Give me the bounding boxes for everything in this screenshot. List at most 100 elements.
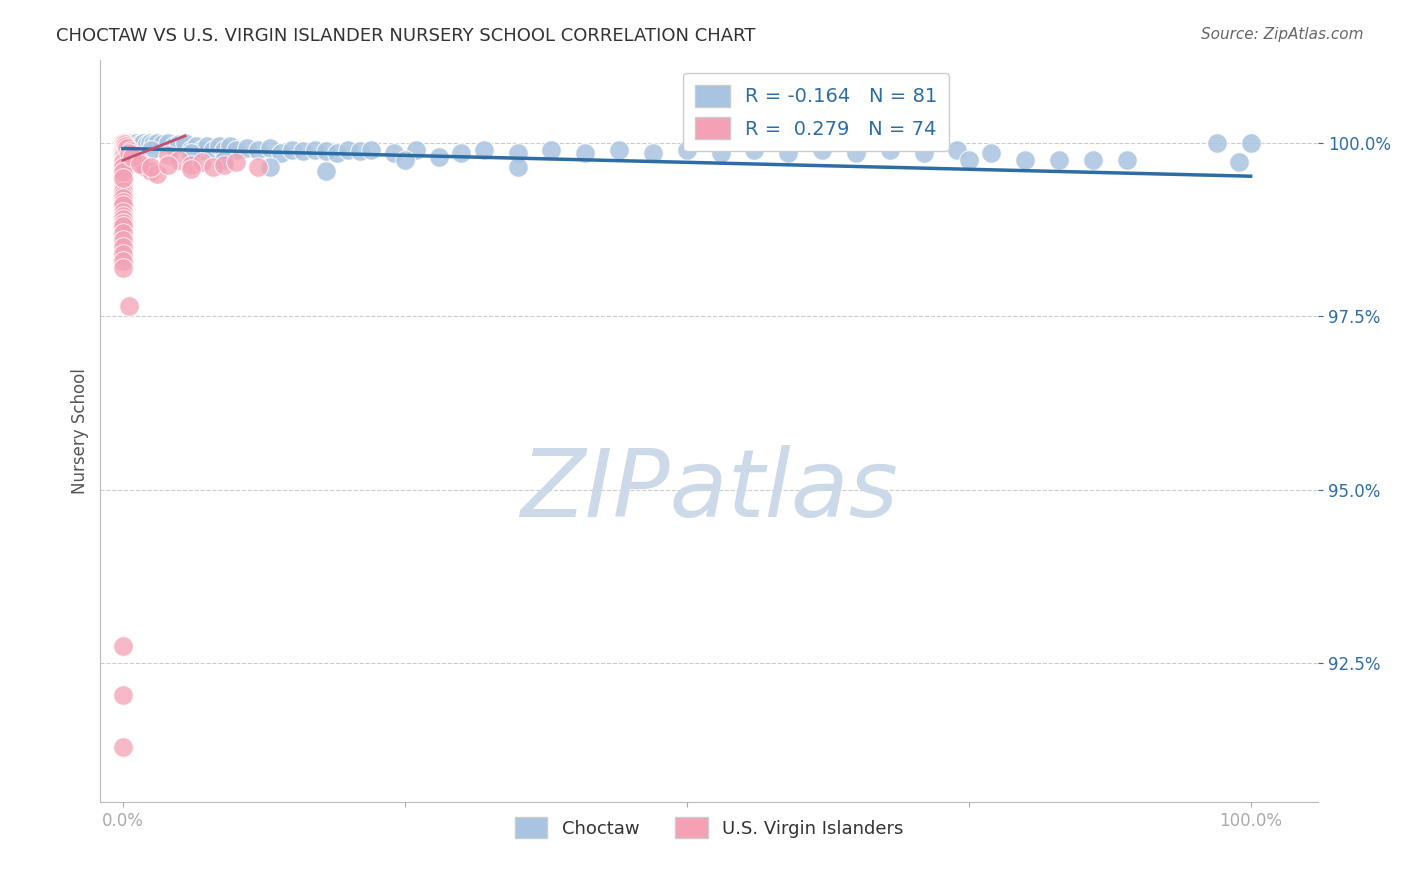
Point [139,160,162,174]
Point [163,139,186,153]
Point [111,188,134,202]
Point [128,137,150,152]
Point [115,136,138,150]
Point [214,153,236,168]
Point [125,153,148,168]
Point [574,146,596,161]
Point [259,160,281,174]
Point [219,139,242,153]
Point [337,143,360,157]
Point [111,155,134,169]
Point [225,143,247,157]
Point [540,143,562,157]
Text: ZIPatlas: ZIPatlas [520,445,898,536]
Point [111,260,134,275]
Point [156,136,179,150]
Point [111,136,134,150]
Point [111,153,134,168]
Point [111,138,134,153]
Point [180,146,202,161]
Point [121,147,143,161]
Point [121,150,143,164]
Point [111,145,134,159]
Point [281,143,304,157]
Point [125,136,148,150]
Point [315,163,337,178]
Point [912,146,935,161]
Point [111,160,134,174]
Point [111,233,134,247]
Y-axis label: Nursery School: Nursery School [72,368,89,494]
Point [845,146,868,161]
Point [111,150,134,164]
Point [641,146,664,161]
Point [270,146,292,161]
Point [382,146,405,161]
Point [117,141,139,155]
Point [132,136,155,150]
Point [111,688,134,702]
Point [111,216,134,230]
Point [111,198,134,212]
Point [111,143,134,157]
Point [236,141,259,155]
Point [111,170,134,185]
Point [111,163,134,178]
Point [111,143,134,157]
Point [191,155,214,169]
Point [156,148,179,162]
Point [174,136,197,150]
Point [675,143,697,157]
Point [259,141,281,155]
Point [111,178,134,192]
Point [111,136,134,150]
Point [111,181,134,195]
Point [394,153,416,168]
Point [132,158,155,172]
Point [111,146,134,161]
Point [111,174,134,188]
Point [111,212,134,227]
Point [122,137,145,152]
Point [946,143,969,157]
Point [111,167,134,181]
Point [111,150,134,164]
Point [111,137,134,152]
Point [111,205,134,219]
Point [128,157,150,171]
Point [506,160,529,174]
Point [326,146,349,161]
Point [111,136,134,150]
Point [957,153,980,168]
Point [128,155,150,169]
Point [134,160,156,174]
Point [1115,153,1137,168]
Point [111,153,134,167]
Point [879,143,901,157]
Point [142,137,165,152]
Point [111,141,134,155]
Point [744,143,766,157]
Point [111,247,134,261]
Point [1239,136,1261,150]
Text: Source: ZipAtlas.com: Source: ZipAtlas.com [1201,27,1364,42]
Point [214,158,236,172]
Point [111,160,134,174]
Point [191,143,214,157]
Point [202,160,225,174]
Point [247,143,270,157]
Point [111,141,134,155]
Point [111,191,134,205]
Point [111,209,134,223]
Point [180,162,202,177]
Point [122,150,145,164]
Point [111,170,134,185]
Point [111,157,134,171]
Point [111,219,134,234]
Point [111,165,134,179]
Point [150,137,173,152]
Point [427,150,450,164]
Point [111,139,134,153]
Point [360,143,382,157]
Point [186,139,208,153]
